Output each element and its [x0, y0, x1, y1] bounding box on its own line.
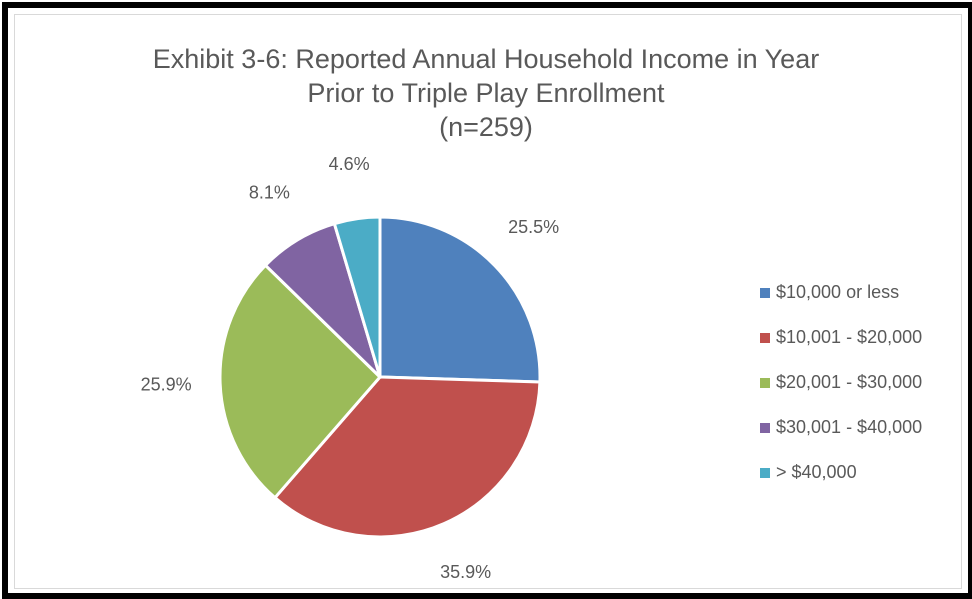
legend-swatch	[760, 332, 770, 343]
data-label: 25.9%	[141, 374, 192, 394]
data-label: 35.9%	[440, 562, 491, 582]
legend: $10,000 or less $10,001 - $20,000 $20,00…	[760, 270, 960, 495]
legend-item: > $40,000	[760, 450, 960, 495]
pie-slice	[273, 375, 542, 539]
legend-label: $30,001 - $40,000	[776, 417, 923, 437]
legend-swatch	[760, 422, 770, 433]
legend-item: $30,001 - $40,000	[760, 405, 960, 450]
pie-slice	[218, 263, 382, 500]
pie-slice	[378, 215, 542, 384]
pie-slice	[332, 215, 382, 379]
legend-label: $10,001 - $20,000	[776, 327, 923, 347]
legend-item: $10,000 or less	[760, 270, 960, 315]
legend-label: > $40,000	[776, 462, 857, 482]
legend-label: $10,000 or less	[776, 282, 900, 302]
chart-title-line-2: Prior to Triple Play Enrollment	[307, 78, 665, 108]
legend-swatch	[760, 467, 770, 478]
legend-label: $20,001 - $30,000	[776, 372, 923, 392]
data-label: 4.6%	[329, 154, 370, 174]
legend-item: $10,001 - $20,000	[760, 315, 960, 360]
chart-title-line-1: Exhibit 3-6: Reported Annual Household I…	[152, 44, 820, 74]
chart-title-line-3: (n=259)	[439, 112, 533, 142]
legend-item: $20,001 - $30,000	[760, 360, 960, 405]
data-label: 8.1%	[249, 183, 290, 203]
data-label: 25.5%	[508, 217, 559, 237]
legend-swatch	[760, 377, 770, 388]
legend-swatch	[760, 287, 770, 298]
chart-title: Exhibit 3-6: Reported Annual Household I…	[0, 42, 972, 144]
